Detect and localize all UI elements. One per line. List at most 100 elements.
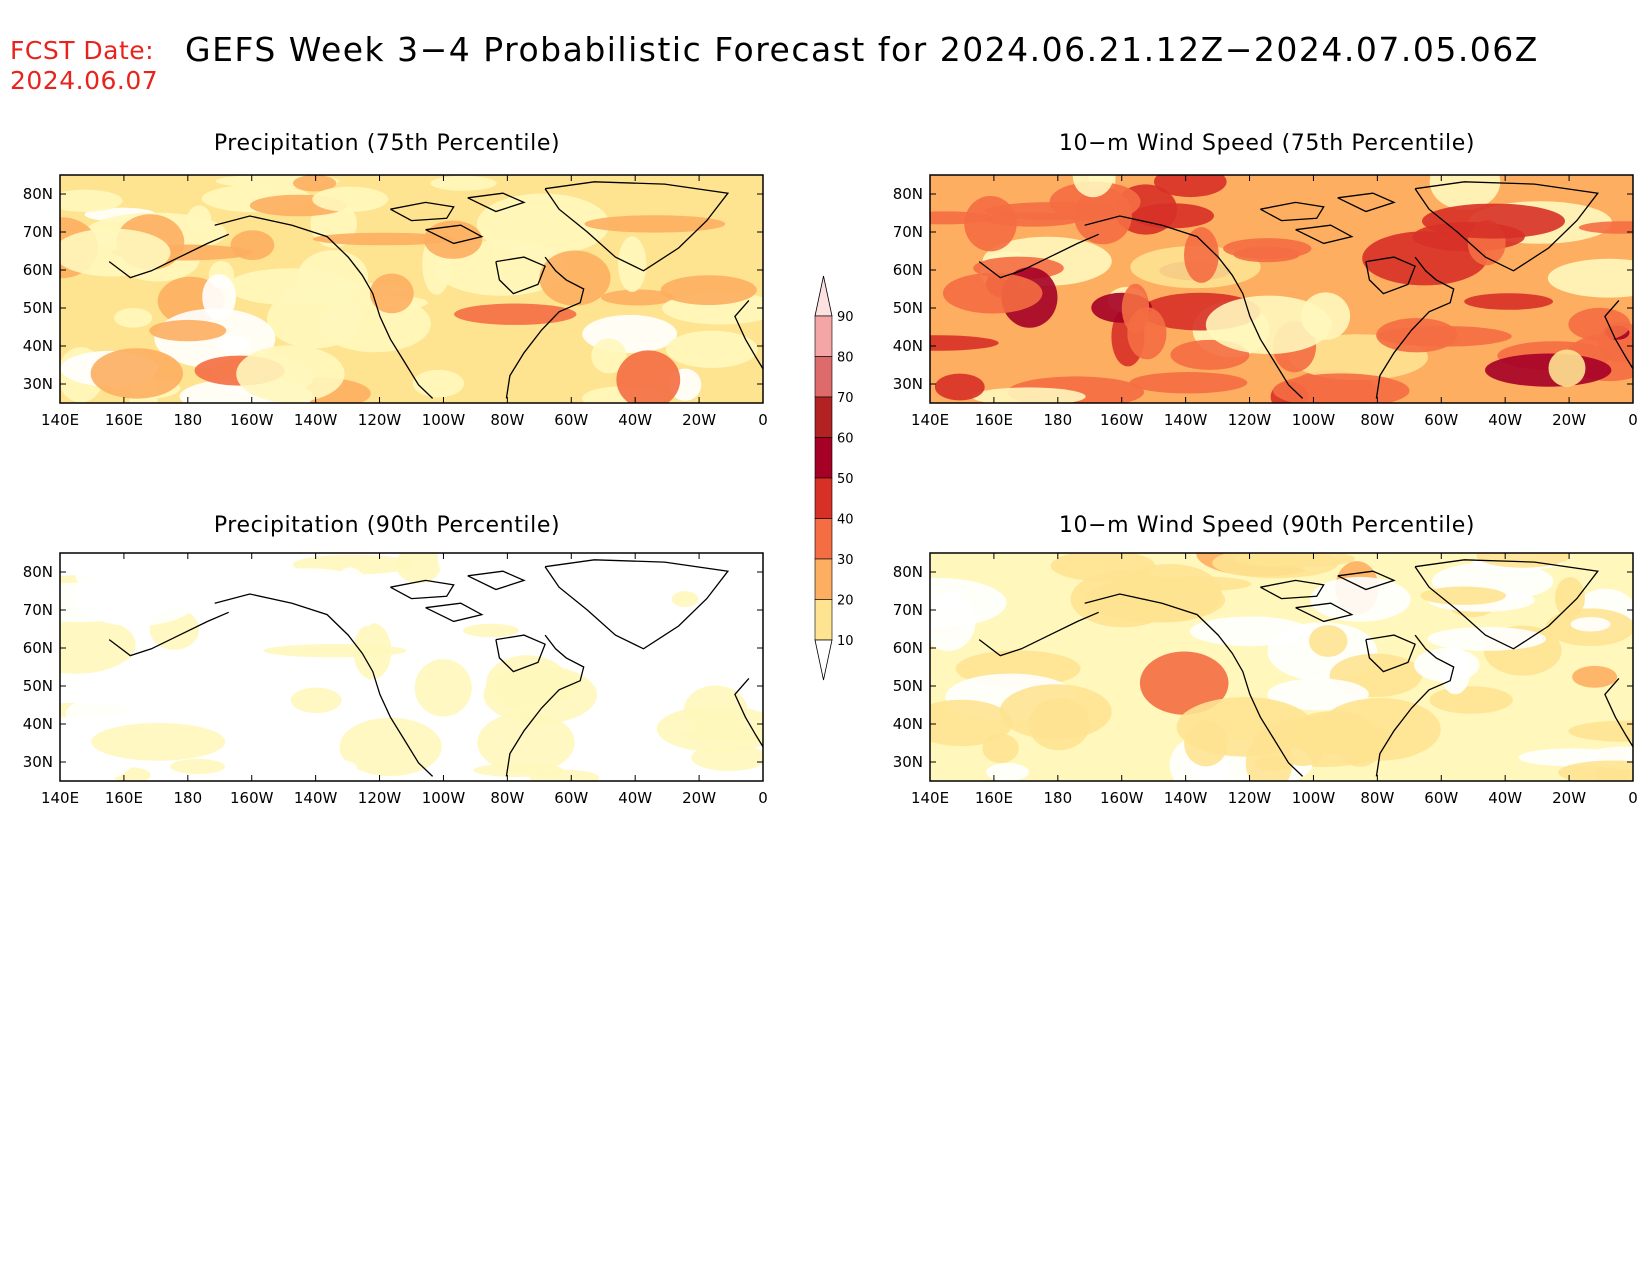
wind-75-lon-label: 80W — [1360, 411, 1394, 429]
precip-75-lat-label: 50N — [23, 299, 53, 317]
wind-75-contour-blob — [934, 373, 985, 401]
precip-90-contour-blob — [503, 554, 647, 602]
wind-90-field — [930, 553, 1633, 781]
precip-75-lon-label: 140W — [294, 411, 338, 429]
colorbar-label: 70 — [837, 391, 854, 406]
precip-90-contour-blob — [395, 553, 442, 584]
map-panel-wind-90: 140E 160E 180 160W 140W 120W 100W 80W 60W 40W 20W 0… — [893, 552, 1638, 807]
precip-90-coastline-3 — [544, 559, 730, 650]
fcst-date-value: 2024.06.07 — [10, 66, 159, 95]
wind-90-contour-blob — [1267, 678, 1369, 711]
wind-90-lon-label: 0 — [1628, 789, 1638, 807]
wind-75-contour-blob — [1578, 221, 1633, 234]
precip-75-frame — [59, 174, 764, 404]
wind-90-contour-blob — [1308, 625, 1348, 657]
precip-90-coastline-6 — [390, 579, 455, 600]
precip-90-contour-blob — [639, 628, 666, 661]
wind-75-lon-label: 20W — [1552, 411, 1586, 429]
wind-90-contour-blob — [930, 577, 1007, 628]
wind-90-lon-label: 20W — [1552, 789, 1586, 807]
precip-90-lat-label: 30N — [23, 753, 53, 771]
colorbar-label: 20 — [837, 594, 854, 609]
wind-75-contour-blob — [964, 196, 1017, 252]
precip-75-contour-blob — [236, 345, 345, 403]
precip-90-coastline-8 — [425, 602, 484, 623]
precip-75-lat-label: 60N — [23, 261, 53, 279]
precip-75-contour-blob — [666, 330, 758, 368]
wind-90-lat-label: 30N — [893, 753, 923, 771]
precip-75-lon-label: 160W — [230, 411, 274, 429]
precip-90-contour-blob — [680, 726, 763, 743]
panel-title-wind-75: 10−m Wind Speed (75th Percentile) — [1058, 131, 1476, 156]
precip-90-coastline-1 — [108, 611, 229, 657]
wind-90-contour-blob — [1070, 570, 1176, 628]
wind-75-lon-label: 100W — [1292, 411, 1336, 429]
wind-75-contour-blob — [942, 272, 1043, 314]
precip-90-field — [60, 553, 763, 781]
wind-90-contour-blob — [986, 763, 1029, 781]
precip-75-lon-label: 160E — [105, 411, 143, 429]
precip-75-lat-label: 30N — [23, 375, 53, 393]
wind-75-lon-label: 140W — [1164, 411, 1208, 429]
precip-75-contour-blob — [369, 273, 414, 314]
precip-90-lon-label: 120W — [358, 789, 402, 807]
wind-75-coastline-6 — [1260, 201, 1325, 222]
wind-75-coastline-3 — [1414, 181, 1599, 272]
wind-90-lon-label: 140W — [1164, 789, 1208, 807]
wind-90-lon-label: 60W — [1424, 789, 1458, 807]
colorbar-segment — [814, 356, 833, 398]
precip-75-contour-blob — [618, 236, 647, 292]
wind-75-contour-blob — [1422, 203, 1565, 239]
precip-75-coastline-1 — [108, 233, 229, 279]
wind-90-lon-label: 140E — [911, 789, 949, 807]
map-panel-precip-75: 140E 160E 180 160W 140W 120W 100W 80W 60W 40W 20W 0… — [23, 174, 768, 429]
precip-90-contour-blob — [243, 755, 357, 780]
precip-90-contour-blob — [290, 687, 342, 714]
precip-90-contour-blob — [91, 722, 226, 761]
wind-75-lon-label: 140E — [911, 411, 949, 429]
colorbar-segment — [814, 477, 833, 519]
precip-75-contour-blob — [90, 348, 183, 399]
wind-90-coastline-8 — [1295, 602, 1354, 623]
wind-75-frame — [929, 174, 1634, 404]
wind-90-contour-blob — [1558, 760, 1633, 781]
precip-90-contour-blob — [477, 712, 575, 774]
wind-90-lat-label: 80N — [893, 563, 923, 581]
precip-90-lon-label: 20W — [682, 789, 716, 807]
precip-75-contour-blob — [60, 228, 171, 277]
precip-90-contour-blob — [671, 591, 699, 607]
precip-75-contour-blob — [312, 186, 389, 212]
wind-90-lon-label: 160E — [975, 789, 1013, 807]
wind-75-contour-blob — [1464, 293, 1553, 310]
precip-90-contour-blob — [683, 685, 748, 735]
precip-75-lon-label: 80W — [490, 411, 524, 429]
colorbar-label: 50 — [837, 472, 854, 487]
wind-90-contour-blob — [1420, 586, 1506, 605]
precip-75-coastline-6 — [390, 201, 455, 222]
precip-90-lat-label: 50N — [23, 677, 53, 695]
precip-75-contour-blob — [60, 189, 123, 212]
wind-75-contour-blob — [1272, 373, 1410, 403]
precip-75-contour-blob — [149, 319, 227, 342]
precip-75-contour-blob — [616, 350, 681, 403]
precip-90-lon-label: 100W — [422, 789, 466, 807]
precip-75-contour-blob — [424, 220, 483, 259]
wind-90-contour-blob — [1139, 651, 1229, 715]
wind-75-coastline-1 — [978, 233, 1099, 279]
colorbar-label: 40 — [837, 513, 854, 528]
precip-90-lon-label: 60W — [554, 789, 588, 807]
wind-75-contour-blob — [1049, 181, 1141, 222]
precip-90-coastline-0 — [214, 593, 434, 777]
precip-90-lon-label: 160E — [105, 789, 143, 807]
colorbar-segment — [814, 518, 833, 560]
precip-90-contour-blob — [192, 671, 274, 716]
wind-75-coastline-8 — [1295, 224, 1354, 245]
precip-75-lon-label: 60W — [554, 411, 588, 429]
wind-75-contour-blob — [1129, 372, 1248, 394]
wind-75-lat-label: 30N — [893, 375, 923, 393]
precip-75-lon-label: 40W — [618, 411, 652, 429]
wind-90-lat-label: 40N — [893, 715, 923, 733]
wind-90-contour-blob — [1234, 553, 1356, 568]
fcst-date-label: FCST Date: — [10, 36, 155, 65]
wind-90-lon-label: 80W — [1360, 789, 1394, 807]
